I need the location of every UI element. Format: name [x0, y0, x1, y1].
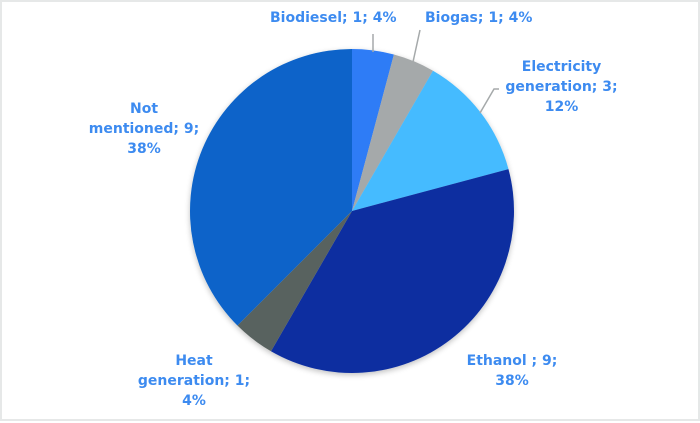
leader-line-electricity — [479, 88, 499, 114]
label-electricity-generation: Electricity generation; 3; 12% — [499, 57, 624, 117]
label-biogas: Biogas; 1; 4% — [425, 8, 532, 28]
pie-slice-biodiesel — [352, 49, 394, 211]
label-not-mentioned: Not mentioned; 9; 38% — [74, 99, 214, 159]
label-heat-generation: Heat generation; 1; 4% — [129, 351, 259, 411]
label-heat-line2: generation; 1; — [137, 373, 251, 389]
label-not-mentioned-line2: mentioned; 9; — [88, 121, 200, 137]
pie-slice-not-mentioned — [190, 49, 352, 326]
label-electricity-line3: 12% — [544, 99, 579, 115]
label-electricity-line2: generation; 3; — [505, 79, 618, 95]
pie-slice-biogas — [352, 54, 433, 211]
pie-slice-electricity-generation — [352, 70, 509, 211]
label-biogas-text: Biogas; 1; 4% — [425, 10, 533, 26]
label-ethanol-line2: 38% — [495, 373, 529, 389]
leader-line-biogas — [412, 29, 421, 63]
pie-slice-ethanol — [271, 169, 515, 374]
pie-slices — [190, 49, 515, 374]
label-biodiesel-text: Biodiesel; 1; 4% — [270, 10, 397, 26]
leader-lines — [372, 29, 499, 114]
label-not-mentioned-line1: Not — [129, 101, 159, 117]
label-heat-line1: Heat — [175, 353, 213, 369]
pie-slice-heat-generation — [237, 211, 352, 352]
label-ethanol-line1: Ethanol ; 9; — [466, 353, 558, 369]
label-heat-line3: 4% — [182, 393, 206, 409]
label-ethanol: Ethanol ; 9; 38% — [452, 351, 572, 391]
label-not-mentioned-line3: 38% — [127, 141, 161, 157]
label-electricity-line1: Electricity — [521, 59, 602, 75]
label-biodiesel: Biodiesel; 1; 4% — [270, 8, 397, 28]
